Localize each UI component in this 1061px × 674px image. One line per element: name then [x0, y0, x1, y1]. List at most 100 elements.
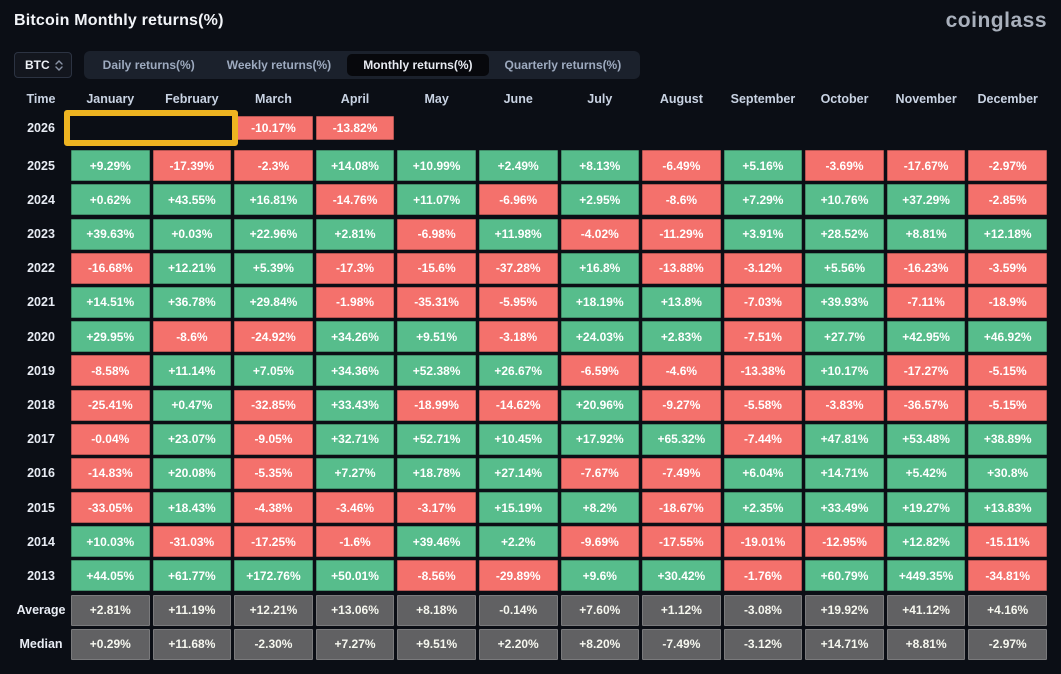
return-cell: -18.99%: [397, 389, 476, 421]
empty-cell: [561, 116, 640, 140]
tab-monthly[interactable]: Monthly returns(%): [347, 54, 489, 76]
return-cell: +9.51%: [397, 321, 476, 353]
return-cell: +2.81%: [315, 218, 395, 250]
return-cell: -35.31%: [397, 286, 476, 318]
return-cell: +10.03%: [71, 526, 150, 558]
table-row-2024: 2024 +0.62% +43.55% +16.81% -14.76% +11.07% -6…: [14, 184, 1047, 216]
column-header-october: October: [820, 92, 869, 106]
return-cell: -7.49%: [642, 457, 721, 489]
return-cell: +14.51%: [71, 286, 150, 318]
return-cell: -16.68%: [71, 252, 150, 284]
column-header-september: September: [730, 92, 796, 106]
symbol-select[interactable]: BTC: [14, 52, 72, 78]
return-cell: -9.05%: [234, 423, 313, 455]
return-cell: +39.93%: [805, 286, 884, 318]
return-cell: -17.3%: [315, 252, 395, 284]
return-cell: -5.95%: [478, 286, 558, 318]
return-cell: +7.29%: [723, 184, 803, 216]
return-cell: +11.98%: [478, 218, 558, 250]
return-cell: -6.98%: [397, 218, 476, 250]
return-cell: +10.45%: [478, 423, 558, 455]
return-cell: -11.29%: [642, 218, 721, 250]
return-cell: +26.67%: [478, 355, 558, 387]
column-header-november: November: [895, 92, 957, 106]
return-cell: -2.97%: [968, 628, 1047, 660]
row-label: 2016: [27, 466, 55, 481]
tab-quarterly[interactable]: Quarterly returns(%): [504, 58, 622, 72]
return-cell: +32.71%: [315, 423, 395, 455]
return-cell: -25.41%: [71, 389, 150, 421]
row-label: Average: [16, 603, 66, 618]
return-cell: +8.2%: [560, 492, 640, 524]
return-cell: +39.63%: [71, 218, 150, 250]
return-cell: -19.01%: [723, 526, 803, 558]
return-cell: +11.14%: [152, 355, 232, 387]
tab-daily[interactable]: Daily returns(%): [102, 58, 195, 72]
return-cell: +47.81%: [805, 423, 884, 455]
return-cell: -3.12%: [723, 252, 803, 284]
empty-cell: [724, 116, 803, 140]
return-cell: +28.52%: [805, 218, 884, 250]
return-cell: -3.12%: [723, 628, 803, 660]
table-row-2014: 2014 +10.03% -31.03% -17.25% -1.6% +39.46% +2.…: [14, 526, 1047, 558]
return-cell: +12.21%: [234, 594, 313, 626]
return-cell: -1.98%: [315, 286, 395, 318]
return-cell: -3.83%: [805, 389, 884, 421]
return-cell: +2.95%: [560, 184, 640, 216]
return-cell: -7.49%: [642, 628, 721, 660]
return-cell: +0.47%: [152, 389, 232, 421]
page-title: Bitcoin Monthly returns(%): [14, 12, 224, 29]
return-cell: -1.76%: [723, 560, 803, 592]
return-cell: -2.97%: [968, 150, 1047, 182]
return-cell: +9.51%: [397, 628, 476, 660]
return-cell: -15.11%: [968, 526, 1047, 558]
return-cell: -13.82%: [315, 116, 395, 140]
return-cell: -3.69%: [805, 150, 884, 182]
return-cell: -29.89%: [478, 560, 558, 592]
return-cell: -1.6%: [315, 526, 395, 558]
return-cell: -14.83%: [71, 457, 150, 489]
column-header-june: June: [503, 92, 533, 106]
tab-weekly[interactable]: Weekly returns(%): [226, 58, 332, 72]
return-cell: +52.38%: [397, 355, 476, 387]
return-cell: +8.18%: [397, 594, 476, 626]
return-cell: +7.05%: [234, 355, 313, 387]
return-cell: +34.26%: [315, 321, 395, 353]
return-cell: +5.16%: [723, 150, 803, 182]
return-cell: +29.84%: [234, 286, 313, 318]
return-cell: +12.18%: [968, 218, 1047, 250]
controls-bar: BTC Daily returns(%) Weekly returns(%) Mon…: [14, 51, 1047, 79]
return-cell: +6.04%: [723, 457, 803, 489]
return-cell: -7.44%: [723, 423, 803, 455]
return-cell: +8.20%: [560, 628, 640, 660]
return-cell: -17.55%: [642, 526, 721, 558]
return-cell: -7.11%: [886, 286, 966, 318]
return-cell: -37.28%: [478, 252, 558, 284]
return-cell: +27.7%: [805, 321, 884, 353]
return-cell: +17.92%: [560, 423, 640, 455]
return-cell: +15.19%: [478, 492, 558, 524]
return-cell: -36.57%: [886, 389, 966, 421]
return-cell: -2.3%: [234, 150, 313, 182]
return-cell: +46.92%: [968, 321, 1047, 353]
return-cell: +16.8%: [560, 252, 640, 284]
return-cell: +8.81%: [886, 628, 966, 660]
return-cell: +8.13%: [560, 150, 640, 182]
return-cell: +30.42%: [642, 560, 721, 592]
table-header-row: Time January February March April May June July…: [14, 86, 1047, 112]
return-cell: -14.62%: [478, 389, 558, 421]
return-cell: -8.6%: [152, 321, 232, 353]
return-cell: +9.29%: [71, 150, 150, 182]
coinglass-logo: coinglass: [945, 9, 1047, 32]
column-header-july: July: [587, 92, 613, 106]
empty-cell: [479, 116, 558, 140]
row-label: Median: [19, 637, 63, 652]
table-body: 2026 -10.17% -13.82% 2025 +9.29% -17.39% -2.3%…: [14, 110, 1047, 660]
return-cell: +0.62%: [71, 184, 150, 216]
return-cell: +39.46%: [397, 526, 476, 558]
row-label: 2015: [27, 500, 55, 515]
return-cell: +11.07%: [397, 184, 476, 216]
table-row-median: Median +0.29% +11.68% -2.30% +7.27% +9.51% +2.…: [14, 628, 1047, 660]
return-cell: -4.02%: [560, 218, 640, 250]
